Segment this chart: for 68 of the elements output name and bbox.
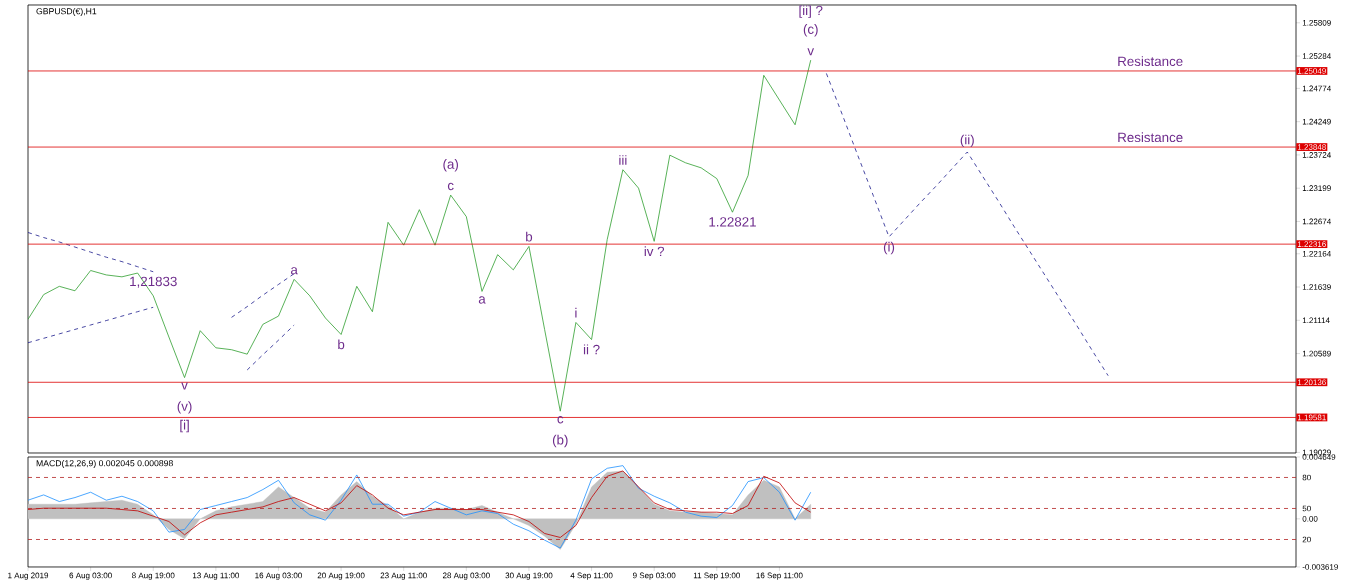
ref-line-label: 1.22316 (1297, 241, 1326, 247)
annotation: (v) (177, 401, 192, 414)
annotation: (ii) (960, 134, 974, 148)
annotation: v (807, 48, 815, 56)
annotation: (a) (443, 159, 458, 172)
y-tick-label: 0.004649 (1302, 454, 1336, 460)
y-tick-label: 1.21639 (1302, 284, 1331, 290)
annotation: Resistance (1118, 56, 1183, 67)
annotation: c (447, 182, 454, 191)
annotation: [i] (180, 419, 189, 433)
y-tick-label: 1.23724 (1302, 152, 1331, 158)
y2-tick-label: 80 (1302, 474, 1311, 481)
x-tick-label: 6 Aug 03:00 (69, 572, 112, 580)
line-series (231, 273, 295, 318)
annotation: a (290, 267, 298, 275)
annotation: 1,21833 (130, 276, 177, 288)
line-series (28, 306, 154, 344)
x-tick-label: 16 Sep 11:00 (756, 572, 803, 580)
x-tick-label: 11 Sep 19:00 (693, 572, 740, 580)
x-tick-label: 13 Aug 11:00 (192, 572, 240, 580)
chart-title: MACD(12,26,9) 0.002045 0.000898 (36, 459, 173, 468)
line-series (246, 324, 295, 371)
line-series (825, 73, 1109, 377)
annotation: i (575, 307, 577, 318)
x-tick-label: 28 Aug 03:00 (442, 572, 490, 580)
annotation: c (557, 416, 564, 424)
x-tick-label: 23 Aug 11:00 (380, 572, 427, 580)
y2-tick-label: 50 (1302, 505, 1311, 512)
x-tick-label: 8 Aug 19:00 (132, 572, 175, 580)
y-tick-label: 1.23199 (1302, 185, 1331, 192)
chart-title: GBPUSD(€),H1 (36, 7, 97, 17)
annotation: iv ? (644, 246, 665, 256)
line-series (28, 232, 154, 273)
line-series (28, 59, 812, 412)
x-tick-label: 9 Sep 03:00 (632, 572, 676, 580)
y-tick-label: -0.003619 (1302, 564, 1338, 570)
y-tick-label: 1.25284 (1302, 53, 1331, 59)
ref-line-label: 1.23848 (1297, 144, 1326, 150)
y-tick-label: 1.20589 (1302, 350, 1331, 357)
annotation: 1.22821 (709, 217, 756, 227)
x-tick-label: 1 Aug 2019 (8, 572, 49, 580)
y-tick-label: 1.22674 (1302, 218, 1331, 225)
y-tick-label: 1.21114 (1302, 317, 1330, 324)
y-tick-label: 1.24774 (1302, 85, 1331, 92)
annotation: (b) (552, 434, 568, 448)
x-tick-label: 4 Sep 11:00 (570, 572, 613, 580)
annotation: Resistance (1118, 132, 1183, 143)
annotation: (i) (883, 241, 895, 255)
annotation: iii (619, 155, 627, 165)
annotation: [ii] ? (799, 5, 823, 18)
ref-line-label: 1.20136 (1297, 379, 1326, 386)
y-tick-label: 1.24249 (1302, 118, 1331, 125)
annotation: b (526, 231, 533, 242)
y-tick-label: 1.25809 (1302, 19, 1331, 26)
annotation: (c) (803, 24, 818, 37)
ref-line-label: 1.25049 (1297, 68, 1326, 74)
ref-line-label: 1.19581 (1297, 414, 1326, 421)
y-tick-label: 0.00 (1302, 516, 1318, 522)
y-tick-label: 1.22164 (1302, 250, 1331, 257)
y2-tick-label: 20 (1302, 536, 1311, 543)
x-tick-label: 16 Aug 03:00 (255, 572, 302, 580)
x-tick-label: 30 Aug 19:00 (505, 572, 553, 580)
annotation: b (338, 339, 345, 350)
x-tick-label: 20 Aug 19:00 (317, 572, 365, 580)
annotation: a (478, 296, 486, 304)
annotation: ii ? (583, 344, 600, 355)
annotation: v (181, 382, 188, 390)
y-tick-label: 1.19029 (1302, 449, 1331, 456)
